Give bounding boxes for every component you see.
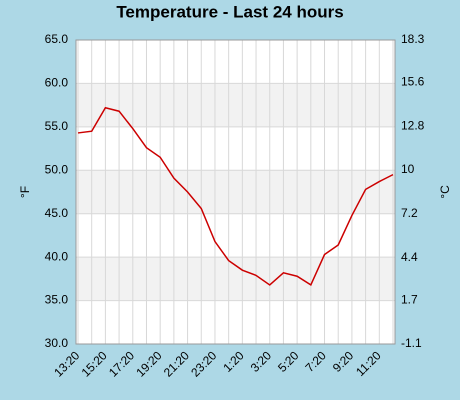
y2-tick-label: 4.4 [401, 250, 418, 264]
y-tick-label: 35.0 [45, 293, 69, 307]
y-tick-label: 30.0 [45, 336, 69, 350]
x-tick-label: 3:20 [248, 348, 275, 375]
y2-tick-label: 7.2 [401, 206, 418, 220]
y-tick-label: 50.0 [45, 162, 69, 176]
grid-band [76, 170, 395, 214]
x-tick-label: 21:20 [161, 348, 192, 379]
x-tick-label: 15:20 [79, 348, 110, 379]
x-tick-label: 5:20 [275, 348, 302, 375]
y2-tick-label: 18.3 [401, 32, 425, 46]
x-tick-label: 13:20 [51, 348, 82, 379]
y-tick-label: 45.0 [45, 206, 69, 220]
x-tick-label: 11:20 [353, 348, 384, 379]
y-tick-label: 55.0 [45, 119, 69, 133]
x-tick-label: 17:20 [106, 348, 137, 379]
y-axis-label: °F [18, 186, 32, 198]
temperature-line [77, 106, 394, 287]
y2-tick-label: 12.8 [401, 118, 425, 132]
grid-band [76, 83, 395, 127]
y2-axis-label: °C [438, 185, 452, 199]
y-tick-label: 60.0 [45, 76, 69, 90]
y-tick-label: 65.0 [45, 32, 69, 46]
y-tick-label: 40.0 [45, 249, 69, 263]
x-tick-label: 23:20 [188, 348, 219, 379]
chart-title: Temperature - Last 24 hours [116, 2, 343, 21]
y2-tick-label: 10 [401, 162, 415, 176]
x-tick-label: 19:20 [133, 348, 164, 379]
y2-tick-label: 15.6 [401, 74, 425, 88]
grid-band [76, 257, 395, 301]
x-tick-label: 7:20 [302, 348, 329, 375]
plot-border [75, 39, 396, 345]
x-tick-label: 9:20 [330, 348, 357, 375]
x-tick-label: 1:20 [220, 348, 247, 375]
y2-tick-label: -1.1 [401, 336, 422, 350]
y2-tick-label: 1.7 [401, 292, 418, 306]
